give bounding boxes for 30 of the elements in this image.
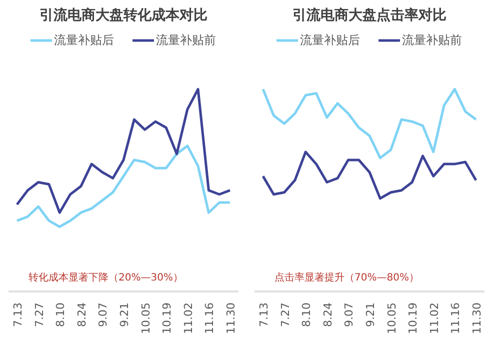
x-tick-label: 7.27 bbox=[32, 302, 46, 327]
chart-title: 引流电商大盘转化成本对比 bbox=[40, 6, 208, 24]
x-tick-label: 10.05 bbox=[139, 302, 152, 334]
x-tick-label: 8.24 bbox=[75, 302, 88, 327]
chart-title: 引流电商大盘点击率对比 bbox=[292, 6, 446, 24]
x-tick-label: 10.19 bbox=[406, 302, 420, 334]
legend-label: 流量补贴前 bbox=[156, 32, 216, 48]
x-tick-label: 9.21 bbox=[118, 302, 131, 327]
x-tick-label: 9.21 bbox=[364, 302, 377, 327]
legend-label: 流量补贴后 bbox=[300, 32, 360, 48]
x-tick-label: 8.24 bbox=[321, 302, 334, 327]
x-tick-label: 11.30 bbox=[224, 302, 238, 334]
x-tick-label: 11.02 bbox=[182, 302, 195, 334]
x-tick-label: 8.10 bbox=[54, 302, 68, 327]
x-tick-label: 8.10 bbox=[300, 302, 314, 327]
x-tick-label: 7.27 bbox=[278, 302, 292, 327]
x-tick-label: 11.02 bbox=[428, 302, 441, 334]
x-tick-label: 9.07 bbox=[96, 302, 110, 327]
legend-label: 流量补贴后 bbox=[54, 32, 114, 48]
x-tick-label: 10.05 bbox=[385, 302, 398, 334]
x-tick-label: 11.30 bbox=[470, 302, 484, 334]
annotation: 点击率显著提升（70%—80%） bbox=[274, 272, 419, 284]
x-tick-label: 7.13 bbox=[12, 302, 25, 327]
x-tick-label: 11.16 bbox=[449, 302, 462, 334]
x-tick-label: 11.16 bbox=[203, 302, 216, 334]
x-tick-label: 7.13 bbox=[258, 302, 271, 327]
x-tick-label: 10.19 bbox=[160, 302, 174, 334]
annotation: 转化成本显著下降（20%—30%） bbox=[28, 272, 183, 284]
x-tick-label: 9.07 bbox=[342, 302, 356, 327]
legend-label: 流量补贴前 bbox=[402, 32, 462, 48]
